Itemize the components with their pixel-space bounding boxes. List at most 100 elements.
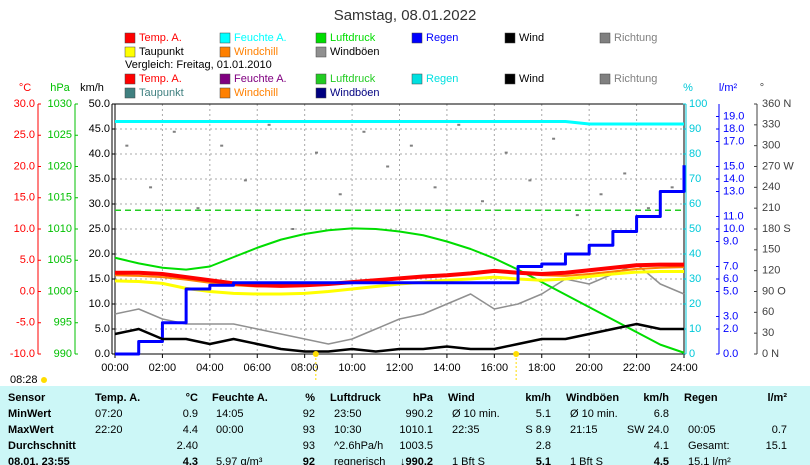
direction-dot [623,172,627,175]
sun-label: 08:28 [10,374,38,386]
row-label: MaxWert [8,424,54,436]
direction-dot [220,144,224,147]
y-tick-label: 20.0 [89,248,110,260]
cell-value: S 8.9 [525,424,551,436]
y-tick-label: 6.0 [723,273,738,285]
y-tick-label: 30 [762,327,774,339]
direction-dot [480,200,484,203]
y-tick-label: 30.0 [89,198,110,210]
y-tick-label: 0.0 [95,348,110,360]
direction-dot [386,165,390,168]
table-header: Windböen [566,392,619,404]
table-header: Wind [448,392,475,404]
cell-text: 00:00 [216,424,244,436]
axis-unit: hPa [50,82,70,94]
cell-text: 10:30 [334,424,362,436]
y-tick-label: 1000 [48,285,72,297]
y-tick-label: 0.0 [723,348,738,360]
row-label: 08.01. 23:55 [8,456,70,465]
legend-label: Richtung [614,73,657,85]
axis-unit: l/m² [719,82,738,94]
cell-value: 1003.5 [399,440,433,452]
x-tick-label: 10:00 [338,362,366,374]
direction-dot [552,137,556,140]
legend-label: Wind [519,73,544,85]
legend-swatch [599,32,611,44]
cell-value: 5.1 [536,456,551,465]
table-header-unit: l/m² [767,392,787,404]
y-tick-label: 1025 [48,129,72,141]
y-tick-label: 40 [689,248,701,260]
legend-swatch [411,73,423,85]
direction-dot [504,151,508,154]
direction-dot [196,207,200,210]
legend-label: Taupunkt [139,46,184,58]
direction-dot [599,193,603,196]
legend-swatch [219,87,231,99]
y-tick-label: 7.0 [723,260,738,272]
series-line [114,263,685,345]
y-tick-label: 5.0 [20,254,35,266]
y-tick-label: 40.0 [89,148,110,160]
direction-dot [670,186,674,189]
cell-value: 4.1 [654,440,669,452]
y-tick-label: 150 [762,244,780,256]
cell-text: ^2.6hPa/h [334,440,383,452]
y-tick-label: 210 [762,202,780,214]
legend-label: Temp. A. [139,32,182,44]
legend-label: Windböen [330,87,380,99]
axis-unit: °C [19,82,31,94]
y-tick-label: 45.0 [89,123,110,135]
x-tick-label: 14:00 [433,362,461,374]
legend-swatch [219,32,231,44]
cell-text: 15.1 l/m² [688,456,731,465]
y-tick-label: 2.0 [723,323,738,335]
y-tick-label: 0 N [762,348,779,360]
cell-text: Ø 10 min. [452,408,500,420]
x-tick-label: 12:00 [386,362,414,374]
legend-swatch [219,46,231,58]
cell-value: 5.1 [536,408,551,420]
x-tick-label: 00:00 [101,362,129,374]
legend-swatch [124,87,136,99]
cell-text: Ø 10 min. [570,408,618,420]
cell-value: 4.5 [654,456,669,465]
y-tick-label: 17.0 [723,135,744,147]
direction-dot [362,130,366,133]
y-tick-label: 30.0 [14,98,35,110]
table-header: Feuchte A. [212,392,268,404]
cell-value: 4.4 [183,424,198,436]
y-tick-label: 30 [689,273,701,285]
x-tick-label: 08:00 [291,362,319,374]
y-tick-label: 10 [689,323,701,335]
direction-dot [457,123,461,126]
cell-value: 0.7 [772,424,787,436]
cell-text: 07:20 [95,408,123,420]
cell-value: 990.2 [405,408,433,420]
sun-marker [312,351,319,357]
legend-swatch [124,73,136,85]
y-tick-label: 1015 [48,192,72,204]
cell-text: 1 Bft S [452,456,485,465]
table-header-unit: hPa [413,392,434,404]
axis-unit: % [683,82,693,94]
cell-text: 22:35 [452,424,480,436]
y-tick-label: 10.0 [723,223,744,235]
cell-value: SW 24.0 [627,424,669,436]
y-tick-label: 9.0 [723,235,738,247]
y-tick-label: 5.0 [723,285,738,297]
legend-swatch [124,46,136,58]
legend-label: Windchill [234,46,278,58]
legend-swatch [315,87,327,99]
y-tick-label: -5.0 [16,317,35,329]
x-tick-label: 24:00 [670,362,698,374]
y-tick-label: 15.0 [89,273,110,285]
x-tick-label: 06:00 [243,362,271,374]
direction-dot [575,214,579,217]
cell-value: 15.1 [766,440,787,452]
legend-swatch [411,32,423,44]
direction-dot [267,123,271,126]
legend-label: Regen [426,32,458,44]
cell-value: 93 [303,424,315,436]
y-tick-label: 1010 [48,223,72,235]
